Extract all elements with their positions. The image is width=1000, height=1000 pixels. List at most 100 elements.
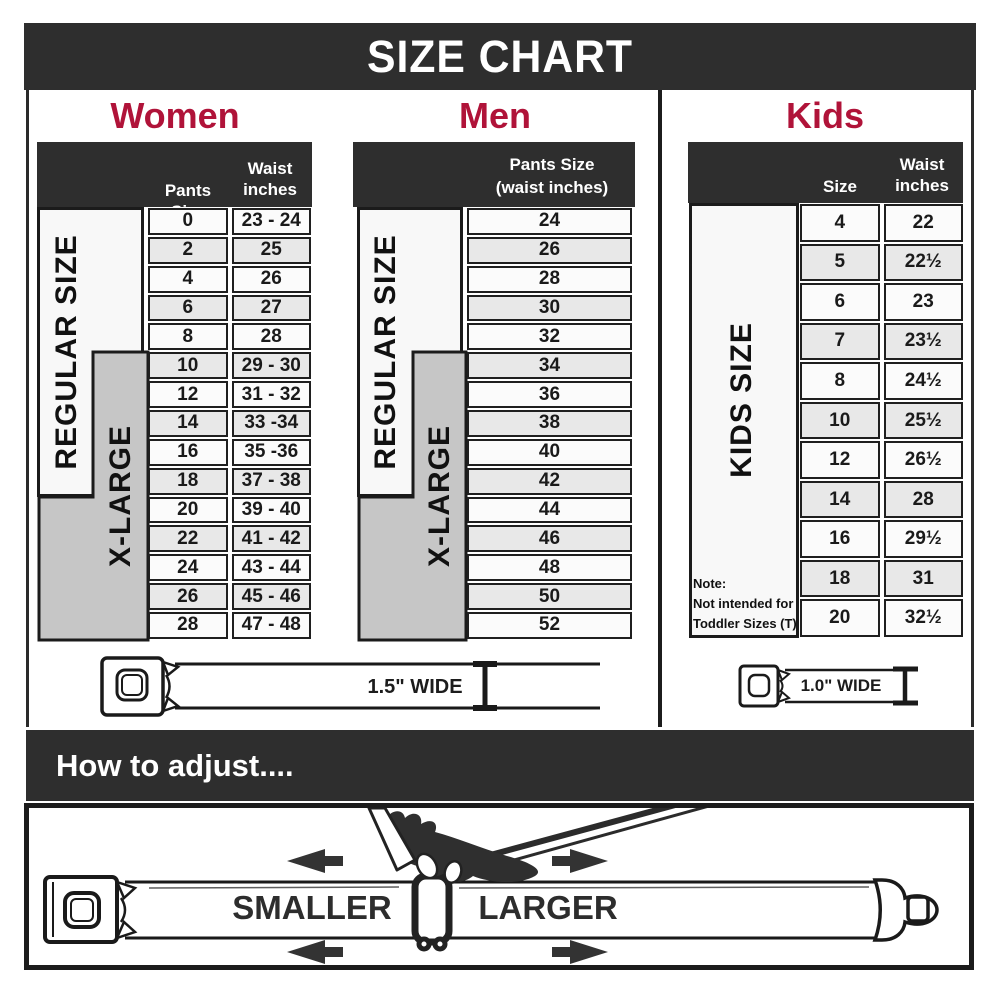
regular-size-label: REGULAR SIZE — [50, 234, 83, 470]
kids-size-label: KIDS SIZE — [725, 322, 758, 478]
women-table-header: Pants Size Waist inches — [37, 142, 312, 221]
smaller-label: SMALLER — [232, 889, 392, 926]
kids-table: 4 22 5 22½ 6 23 7 23½ 8 24½ 10 25½ 12 26½ 14 28 16 29½ 18 3… — [800, 203, 963, 638]
table-cell: 38 — [467, 410, 632, 437]
table-row: 16 29½ — [800, 520, 963, 558]
table-cell: 20 — [148, 496, 228, 524]
table-cell: 43 - 44 — [231, 554, 311, 582]
belt-adjuster-icon — [411, 872, 453, 952]
table-cell: 48 — [467, 554, 632, 582]
table-cell: 26½ — [883, 441, 963, 479]
kids-table-header: Size Waist inches — [688, 142, 963, 203]
waist-inches-subheader: (waist inches) — [495, 178, 609, 197]
women-table: 0 23 - 24 2 25 4 26 6 27 8 28 10 29 - 30 12 31 - 32 14… — [148, 207, 311, 640]
table-cell: 37 - 38 — [231, 467, 311, 495]
table-cell: 24½ — [883, 362, 963, 400]
table-cell: 10 — [800, 401, 880, 440]
men-table: 24 26 28 30 32 34 36 38 40 42 44 46 48 50 52 — [467, 207, 632, 640]
table-cell: 23 - 24 — [231, 208, 311, 235]
hand-icon — [367, 808, 539, 884]
table-cell: 0 — [148, 208, 228, 235]
belt-strap — [785, 668, 893, 704]
xlarge-label: X-LARGE — [423, 425, 456, 567]
table-row: 24 — [467, 208, 632, 235]
kids-size-box — [689, 203, 799, 638]
table-cell: 41 - 42 — [231, 525, 311, 553]
table-row: 42 — [467, 467, 632, 495]
table-row: 6 27 — [148, 294, 311, 322]
table-cell: 42 — [467, 467, 632, 495]
table-cell: 4 — [148, 265, 228, 293]
women-xlarge-box — [37, 350, 150, 642]
table-cell: 16 — [148, 438, 228, 466]
table-cell: 10 — [148, 352, 228, 380]
table-cell: 26 — [231, 265, 311, 293]
table-cell: 6 — [148, 294, 228, 322]
table-row: 5 22½ — [800, 243, 963, 282]
table-cell: 14 — [148, 410, 228, 437]
table-cell: 27 — [231, 294, 311, 322]
seatbelt-buckle-icon — [738, 664, 791, 708]
table-row: 14 33 -34 — [148, 410, 311, 437]
table-cell: 24 — [467, 208, 632, 235]
table-row: 4 26 — [148, 265, 311, 293]
table-cell: 25½ — [883, 401, 963, 440]
men-xlarge-box — [357, 350, 468, 642]
table-cell: 12 — [148, 381, 228, 409]
pants-size-column-header: Pants Size — [509, 155, 595, 174]
belt-width-label-adult: 1.5" WIDE — [367, 676, 463, 698]
table-cell: 39 - 40 — [231, 496, 311, 524]
belt-width-label-kids: 1.0" WIDE — [800, 676, 882, 695]
table-row: 50 — [467, 583, 632, 611]
i-beam-measure-icon — [473, 661, 497, 711]
table-cell: 12 — [800, 441, 880, 479]
adjust-illustration — [43, 808, 939, 964]
table-cell: 50 — [467, 583, 632, 611]
belt-strap — [125, 880, 877, 940]
table-row: 24 43 - 44 — [148, 554, 311, 582]
table-cell: 14 — [800, 480, 880, 519]
table-cell: 26 — [467, 236, 632, 264]
table-cell: 23½ — [883, 322, 963, 361]
table-cell: 22 — [883, 204, 963, 242]
table-row: 32 — [467, 323, 632, 351]
table-cell: 28 — [883, 480, 963, 519]
table-row: 16 35 -36 — [148, 438, 311, 466]
table-cell: 34 — [467, 352, 632, 380]
table-cell: 4 — [800, 204, 880, 242]
table-row: 30 — [467, 294, 632, 322]
table-cell: 35 -36 — [231, 438, 311, 466]
title-banner: SIZE CHART — [24, 23, 976, 90]
waist-inches-column-header: Waist inches — [243, 159, 297, 199]
table-cell: 44 — [467, 496, 632, 524]
table-cell: 31 — [883, 559, 963, 598]
table-cell: 8 — [800, 362, 880, 400]
larger-label: LARGER — [478, 889, 618, 926]
arrow-left-icon — [287, 940, 343, 964]
table-row: 38 — [467, 410, 632, 437]
belt-illustration-kids — [738, 664, 918, 708]
table-cell: 5 — [800, 243, 880, 282]
section-divider — [658, 90, 662, 727]
table-cell: 8 — [148, 323, 228, 351]
table-row: 26 — [467, 236, 632, 264]
xlarge-label: X-LARGE — [104, 425, 137, 567]
table-row: 18 37 - 38 — [148, 467, 311, 495]
page-title: SIZE CHART — [367, 30, 633, 82]
table-cell: 26 — [148, 583, 228, 611]
seatbelt-buckle-icon — [100, 656, 181, 717]
table-cell: 30 — [467, 294, 632, 322]
table-cell: 40 — [467, 438, 632, 466]
table-row: 18 31 — [800, 559, 963, 598]
table-row: 0 23 - 24 — [148, 208, 311, 235]
table-cell: 45 - 46 — [231, 583, 311, 611]
table-row: 6 23 — [800, 283, 963, 321]
table-row: 2 25 — [148, 236, 311, 264]
belt-strap — [175, 662, 600, 710]
table-cell: 7 — [800, 322, 880, 361]
table-row: 12 31 - 32 — [148, 381, 311, 409]
table-cell: 33 -34 — [231, 410, 311, 437]
table-row: 52 — [467, 612, 632, 639]
content-frame — [26, 90, 974, 727]
